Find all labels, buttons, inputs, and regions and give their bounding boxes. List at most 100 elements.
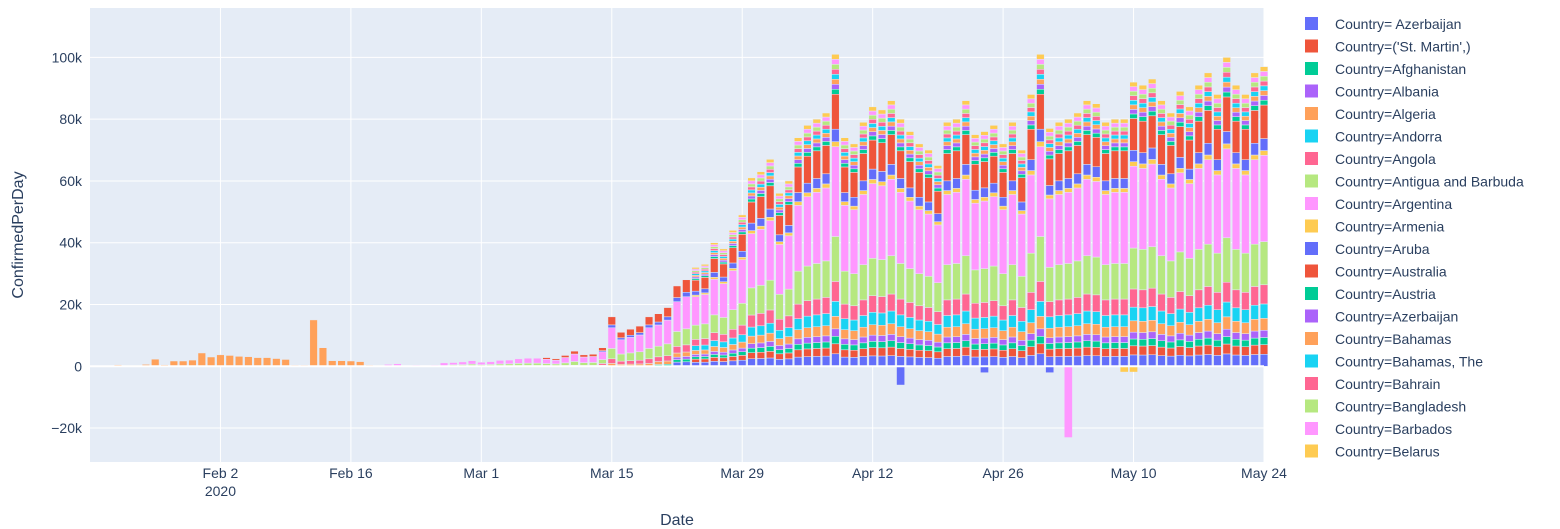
bar-segment[interactable]	[971, 356, 980, 367]
bar-segment[interactable]	[868, 135, 877, 141]
bar-segment[interactable]	[849, 150, 859, 155]
bar-segment[interactable]	[896, 314, 905, 327]
bar-segment[interactable]	[933, 221, 942, 226]
bar-segment[interactable]	[905, 302, 915, 318]
bar-segment[interactable]	[803, 315, 812, 328]
bar-segment[interactable]	[570, 350, 579, 355]
bar-segment[interactable]	[1213, 355, 1222, 367]
bar-segment[interactable]	[1101, 194, 1110, 266]
bar-segment[interactable]	[1222, 62, 1231, 68]
bar-segment[interactable]	[738, 334, 747, 343]
bar-segment[interactable]	[691, 354, 700, 358]
bar-segment[interactable]	[794, 152, 803, 157]
bar-segment[interactable]	[1036, 236, 1045, 282]
bar-segment[interactable]	[533, 362, 542, 366]
bar-segment[interactable]	[933, 346, 942, 353]
bar-segment[interactable]	[1148, 246, 1157, 289]
bar-segment[interactable]	[756, 183, 765, 188]
bar-segment[interactable]	[803, 356, 812, 367]
bar-segment[interactable]	[822, 145, 831, 175]
bar-segment[interactable]	[672, 297, 682, 302]
bar-segment[interactable]	[1129, 90, 1138, 97]
bar-segment[interactable]	[794, 318, 803, 330]
bar-segment[interactable]	[1110, 356, 1119, 367]
bar-segment[interactable]	[719, 252, 728, 255]
bar-segment[interactable]	[784, 336, 793, 345]
bar-segment[interactable]	[1185, 135, 1194, 141]
bar-segment[interactable]	[1036, 353, 1045, 367]
bar-segment[interactable]	[1054, 122, 1064, 127]
bar-segment[interactable]	[1082, 130, 1092, 135]
bar-segment[interactable]	[617, 353, 626, 362]
bar-segment[interactable]	[1064, 122, 1073, 128]
bar-segment[interactable]	[728, 356, 737, 362]
bar-segment[interactable]	[896, 146, 905, 152]
bar-segment[interactable]	[766, 208, 775, 218]
bar-segment[interactable]	[1166, 355, 1175, 367]
bar-segment[interactable]	[654, 313, 663, 323]
bar-segment[interactable]	[1157, 164, 1166, 176]
bar-segment[interactable]	[896, 134, 905, 140]
bar-segment[interactable]	[1092, 256, 1101, 296]
bar-segment-negative[interactable]	[1120, 366, 1129, 372]
bar-segment[interactable]	[1194, 93, 1203, 99]
bar-segment[interactable]	[877, 335, 887, 342]
bar-segment[interactable]	[812, 146, 821, 152]
bar-segment[interactable]	[775, 338, 784, 346]
bar-segment[interactable]	[570, 361, 579, 366]
bar-segment[interactable]	[1092, 132, 1101, 138]
bar-segment[interactable]	[933, 282, 942, 312]
bar-segment[interactable]	[831, 343, 840, 355]
bar-segment[interactable]	[1204, 304, 1213, 320]
bar-segment[interactable]	[868, 295, 877, 313]
bar-segment[interactable]	[1231, 89, 1241, 95]
bar-segment[interactable]	[1101, 129, 1110, 135]
bar-segment[interactable]	[766, 341, 775, 347]
bar-segment[interactable]	[1231, 168, 1241, 250]
bar-segment[interactable]	[1259, 95, 1269, 101]
legend-item[interactable]: Country=Andorra	[1305, 129, 1442, 145]
bar-segment[interactable]	[207, 356, 216, 367]
bar-segment[interactable]	[803, 196, 812, 267]
bar-segment[interactable]	[1054, 137, 1064, 143]
bar-segment[interactable]	[1073, 116, 1082, 122]
bar-segment[interactable]	[961, 179, 970, 257]
bar-segment[interactable]	[822, 347, 831, 357]
bar-segment[interactable]	[924, 153, 933, 158]
bar-segment[interactable]	[822, 313, 831, 326]
bar-segment[interactable]	[924, 170, 933, 175]
bar-segment[interactable]	[1250, 337, 1259, 346]
bar-segment[interactable]	[617, 337, 626, 341]
bar-segment[interactable]	[803, 140, 812, 145]
bar-segment[interactable]	[1008, 299, 1017, 316]
bar-segment[interactable]	[1082, 113, 1092, 118]
bar-segment[interactable]	[1129, 247, 1138, 290]
bar-segment-negative[interactable]	[1129, 366, 1138, 372]
bar-segment[interactable]	[812, 314, 821, 327]
bar-segment[interactable]	[1157, 310, 1166, 325]
bar-segment[interactable]	[840, 270, 849, 305]
bar-segment[interactable]	[794, 141, 803, 146]
bar-segment[interactable]	[1213, 129, 1222, 160]
bar-segment[interactable]	[1045, 128, 1054, 133]
bars[interactable]	[113, 54, 1269, 438]
bar-segment[interactable]	[1008, 145, 1017, 150]
bar-segment[interactable]	[887, 334, 896, 342]
bar-segment[interactable]	[933, 178, 942, 182]
bar-segment[interactable]	[682, 358, 691, 363]
bar-segment[interactable]	[775, 201, 784, 205]
bar-segment[interactable]	[924, 201, 933, 211]
bar-segment[interactable]	[1259, 138, 1269, 151]
bar-segment[interactable]	[803, 337, 812, 344]
bar-segment[interactable]	[710, 277, 719, 280]
legend-item[interactable]: Country=Aruba	[1305, 241, 1430, 257]
bar-segment[interactable]	[738, 347, 747, 352]
bar-segment[interactable]	[1194, 98, 1203, 104]
bar-segment[interactable]	[710, 242, 719, 245]
bar-segment[interactable]	[961, 164, 970, 176]
bar-segment[interactable]	[849, 273, 859, 307]
bar-segment[interactable]	[1017, 213, 1026, 277]
bar-segment[interactable]	[812, 178, 821, 189]
bar-segment[interactable]	[1176, 355, 1185, 367]
bar-segment[interactable]	[915, 154, 924, 159]
